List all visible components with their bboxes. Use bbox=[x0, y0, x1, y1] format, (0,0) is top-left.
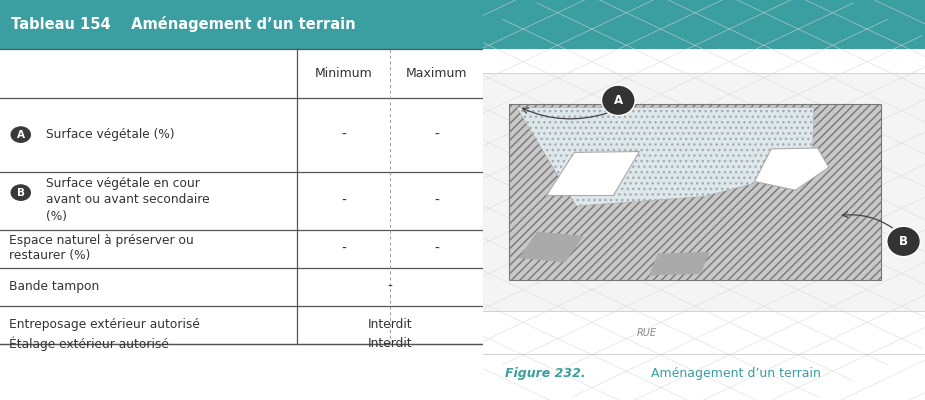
Text: Surface végétale (%): Surface végétale (%) bbox=[46, 128, 175, 141]
Text: Étalage extérieur autorisé: Étalage extérieur autorisé bbox=[8, 336, 168, 351]
Text: RUE: RUE bbox=[636, 328, 657, 338]
Text: Entreposage extérieur autorisé: Entreposage extérieur autorisé bbox=[8, 318, 200, 331]
Text: -: - bbox=[434, 194, 439, 208]
Text: -: - bbox=[341, 242, 346, 256]
Text: Minimum: Minimum bbox=[314, 67, 373, 80]
Text: -: - bbox=[434, 242, 439, 256]
Polygon shape bbox=[519, 232, 584, 262]
Text: Interdit: Interdit bbox=[367, 318, 413, 331]
Text: restaurer (%): restaurer (%) bbox=[8, 249, 90, 262]
Text: A: A bbox=[17, 130, 25, 140]
Circle shape bbox=[887, 226, 920, 257]
Text: -: - bbox=[388, 280, 392, 294]
Text: Tableau 154    Aménagement d’un terrain: Tableau 154 Aménagement d’un terrain bbox=[10, 16, 355, 32]
Polygon shape bbox=[510, 104, 881, 280]
Polygon shape bbox=[444, 73, 925, 311]
Text: Bande tampon: Bande tampon bbox=[8, 280, 99, 293]
Text: Maximum: Maximum bbox=[406, 67, 467, 80]
Text: Aménagement d’un terrain: Aménagement d’un terrain bbox=[651, 368, 820, 380]
Text: Espace naturel à préserver ou: Espace naturel à préserver ou bbox=[8, 234, 193, 247]
Text: -: - bbox=[341, 128, 346, 142]
Bar bbox=[483, 0, 925, 49]
Text: Figure 232.: Figure 232. bbox=[505, 368, 586, 380]
Text: Surface végétale en cour: Surface végétale en cour bbox=[46, 177, 200, 190]
Text: -: - bbox=[434, 128, 439, 142]
Polygon shape bbox=[547, 152, 639, 196]
Polygon shape bbox=[648, 252, 710, 276]
Bar bbox=[0, 0, 483, 49]
Text: -: - bbox=[341, 194, 346, 208]
Text: A: A bbox=[614, 94, 623, 107]
Polygon shape bbox=[517, 108, 814, 206]
Text: Interdit: Interdit bbox=[367, 337, 413, 350]
Circle shape bbox=[9, 126, 31, 144]
Circle shape bbox=[9, 183, 31, 202]
Text: B: B bbox=[899, 235, 908, 248]
Polygon shape bbox=[755, 148, 829, 190]
Circle shape bbox=[601, 85, 635, 116]
Text: (%): (%) bbox=[46, 210, 67, 223]
Text: avant ou avant secondaire: avant ou avant secondaire bbox=[46, 193, 209, 206]
Text: B: B bbox=[17, 188, 25, 198]
